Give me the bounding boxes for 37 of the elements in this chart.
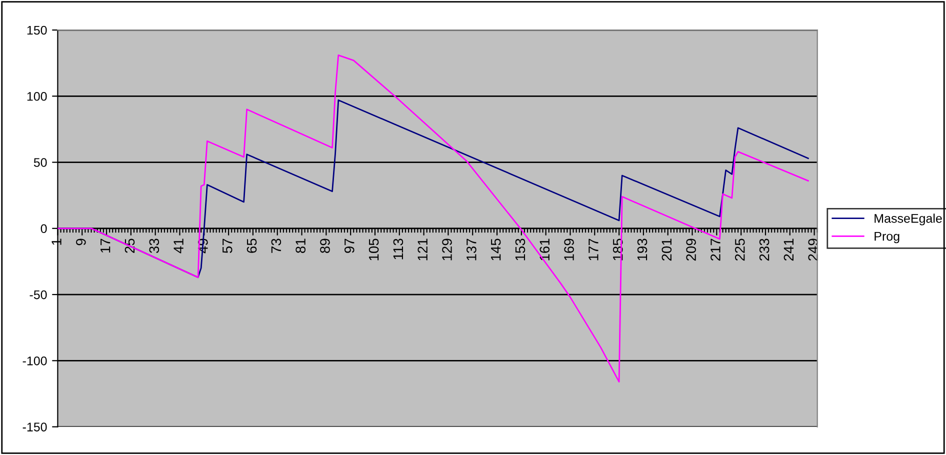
x-tick-label: 105 — [368, 238, 379, 260]
y-tick-label: 150 — [27, 26, 47, 35]
x-tick-label: 17 — [100, 238, 110, 253]
y-tick-label: -150 — [22, 422, 47, 432]
y-tick-label: 50 — [34, 158, 47, 167]
x-tick-label: 209 — [686, 238, 696, 261]
y-tick-label: 0 — [40, 224, 47, 234]
x-tick-label: 9 — [76, 238, 86, 246]
x-tick-label: 65 — [246, 238, 257, 253]
x-tick-label: 153 — [515, 238, 526, 260]
x-tick-label: 241 — [784, 238, 794, 261]
x-tick-label: 41 — [174, 238, 184, 254]
x-tick-label: 33 — [149, 238, 160, 254]
x-tick-label: 225 — [734, 238, 745, 261]
x-tick-label: 161 — [540, 238, 550, 260]
legend-label: MasseEgale — [874, 214, 942, 226]
y-tick-label: -50 — [30, 290, 47, 300]
x-tick-label: 81 — [296, 238, 306, 253]
x-tick-label: 145 — [491, 238, 501, 260]
x-tick-label: 57 — [222, 238, 232, 254]
x-tick-label: 137 — [466, 238, 476, 260]
x-tick-label: 89 — [320, 238, 330, 253]
x-tick-label: 217 — [710, 238, 720, 261]
x-tick-label: 233 — [759, 238, 770, 261]
x-tick-label: 97 — [344, 238, 354, 253]
x-tick-label: 177 — [588, 238, 598, 260]
x-tick-label: 169 — [564, 238, 574, 260]
x-tick-label: 201 — [662, 238, 672, 261]
x-tick-label: 193 — [637, 238, 648, 260]
x-tick-label: 129 — [442, 238, 452, 260]
y-tick-label: 100 — [27, 92, 47, 101]
x-tick-label: 73 — [271, 238, 282, 253]
x-tick-label: 113 — [393, 238, 404, 260]
y-tick-label: -100 — [22, 356, 47, 366]
legend-label: Prog — [874, 232, 900, 244]
x-tick-label: 121 — [418, 238, 428, 260]
x-tick-label: 1 — [52, 238, 62, 245]
